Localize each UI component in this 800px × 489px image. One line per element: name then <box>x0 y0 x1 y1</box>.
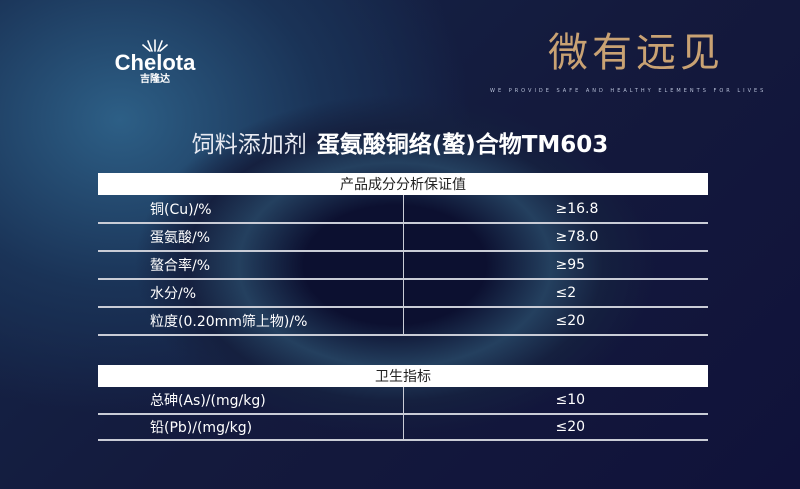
row-label: 总砷(As)/(mg/kg) <box>98 387 404 415</box>
table-row: 粒度(0.20mm筛上物)/% ≤20 <box>98 307 708 336</box>
row-value: ≤20 <box>403 307 708 336</box>
table-row: 蛋氨酸/% ≥78.0 <box>98 223 708 252</box>
row-value: ≥95 <box>403 251 708 280</box>
sun-rays-icon <box>142 39 168 52</box>
row-label: 铅(Pb)/(mg/kg) <box>98 413 404 441</box>
page-title: 饲料添加剂 蛋氨酸铜络(螯)合物TM603 <box>0 125 800 159</box>
title-product: 蛋氨酸铜络(螯)合物TM603 <box>316 132 609 158</box>
row-label: 水分/% <box>98 279 404 308</box>
row-label: 粒度(0.20mm筛上物)/% <box>98 307 404 336</box>
row-value: ≤20 <box>403 413 708 441</box>
table-row: 水分/% ≤2 <box>98 279 708 308</box>
row-value: ≥16.8 <box>403 195 708 224</box>
guarantee-table: 产品成分分析保证值 铜(Cu)/% ≥16.8 蛋氨酸/% ≥78.0 螯合率/% ≥… <box>98 173 708 336</box>
brand-sub: 吉隆达 <box>140 74 170 85</box>
row-value: ≥78.0 <box>403 223 708 252</box>
row-label: 铜(Cu)/% <box>98 195 404 224</box>
table-row: 螯合率/% ≥95 <box>98 251 708 280</box>
tagline: WE PROVIDE SAFE AND HEALTHY ELEMENTS FOR… <box>490 88 767 94</box>
table-header: 卫生指标 <box>98 365 708 387</box>
brand-name: Chelota <box>114 50 196 75</box>
table-row: 铜(Cu)/% ≥16.8 <box>98 195 708 224</box>
table-row: 铅(Pb)/(mg/kg) ≤20 <box>98 413 708 441</box>
table-row: 总砷(As)/(mg/kg) ≤10 <box>98 387 708 415</box>
row-value: ≤2 <box>403 279 708 308</box>
title-category: 饲料添加剂 <box>191 132 307 158</box>
slogan: 微有远见 <box>548 30 724 76</box>
brand-logo: Chelota 吉隆达 <box>100 38 210 86</box>
row-label: 螯合率/% <box>98 251 404 280</box>
row-value: ≤10 <box>403 387 708 415</box>
hygiene-table: 卫生指标 总砷(As)/(mg/kg) ≤10 铅(Pb)/(mg/kg) ≤20 <box>98 365 708 441</box>
table-header: 产品成分分析保证值 <box>98 173 708 195</box>
row-label: 蛋氨酸/% <box>98 223 404 252</box>
